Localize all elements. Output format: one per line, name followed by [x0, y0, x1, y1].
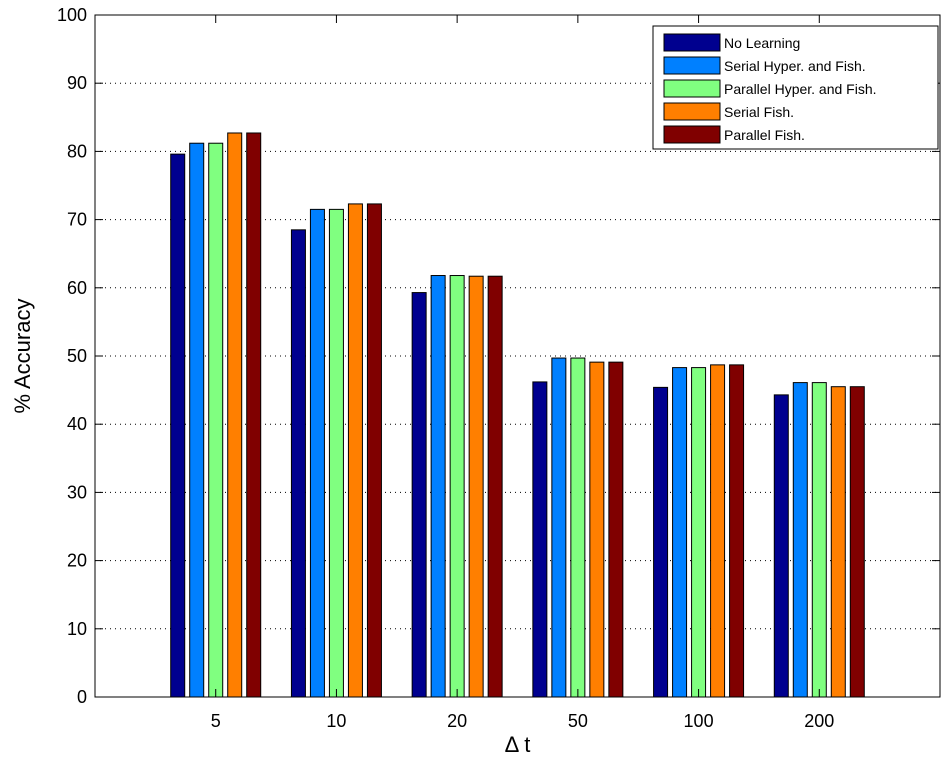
y-tick-label: 40 — [67, 414, 87, 434]
bar-parallel-fish--100 — [729, 364, 745, 698]
legend: No Learning Serial Hyper. and Fish. Parall… — [652, 25, 939, 150]
legend-label: Serial Hyper. and Fish. — [724, 58, 866, 74]
x-tick-label: 50 — [568, 711, 588, 731]
bar-parallel-hyper-and-fish--200 — [811, 382, 827, 698]
bar-parallel-hyper-and-fish--50 — [570, 357, 586, 698]
y-tick-label: 10 — [67, 619, 87, 639]
x-tick-label: 5 — [211, 711, 221, 731]
legend-label: No Learning — [724, 35, 800, 51]
legend-swatch — [663, 56, 721, 75]
legend-label: Parallel Fish. — [724, 127, 805, 143]
bar-parallel-fish--200 — [849, 386, 865, 698]
x-tick-label: 10 — [326, 711, 346, 731]
y-tick-label: 30 — [67, 482, 87, 502]
legend-swatch — [663, 79, 721, 98]
bar-serial-hyper-and-fish--50 — [551, 357, 567, 698]
bar-parallel-fish--20 — [487, 275, 503, 698]
y-axis-ticks: 0 10 20 30 40 50 60 70 80 90 100 — [57, 5, 940, 707]
bar-serial-hyper-and-fish--20 — [430, 275, 446, 698]
bar-serial-hyper-and-fish--10 — [309, 208, 325, 698]
bar-parallel-fish--10 — [366, 203, 382, 698]
bar-parallel-hyper-and-fish--100 — [691, 367, 707, 698]
bar-parallel-hyper-and-fish--10 — [328, 208, 344, 698]
y-tick-label: 70 — [67, 210, 87, 230]
x-tick-label: 100 — [684, 711, 714, 731]
bar-no-learning-200 — [773, 394, 789, 698]
y-tick-label: 80 — [67, 141, 87, 161]
y-tick-label: 50 — [67, 346, 87, 366]
y-tick-label: 100 — [57, 5, 87, 25]
bar-serial-fish--10 — [347, 203, 363, 698]
y-tick-label: 90 — [67, 73, 87, 93]
legend-swatch — [663, 102, 721, 121]
bar-parallel-fish--5 — [246, 132, 262, 698]
bar-serial-fish--50 — [589, 361, 605, 698]
bar-no-learning-50 — [532, 381, 548, 698]
bar-serial-fish--100 — [710, 364, 726, 698]
y-axis-label: % Accuracy — [10, 299, 35, 414]
bar-serial-fish--200 — [830, 386, 846, 698]
legend-label: Serial Fish. — [724, 104, 794, 120]
bar-no-learning-100 — [653, 386, 669, 698]
x-tick-label: 20 — [447, 711, 467, 731]
y-tick-label: 20 — [67, 551, 87, 571]
bar-parallel-hyper-and-fish--5 — [208, 142, 224, 698]
y-tick-label: 0 — [77, 687, 87, 707]
y-tick-label: 60 — [67, 278, 87, 298]
bar-no-learning-10 — [290, 229, 306, 698]
bar-parallel-hyper-and-fish--20 — [449, 275, 465, 698]
bar-serial-hyper-and-fish--5 — [189, 142, 205, 698]
legend-swatch — [663, 125, 721, 144]
bar-serial-hyper-and-fish--100 — [672, 367, 688, 698]
legend-label: Parallel Hyper. and Fish. — [724, 81, 877, 97]
bar-parallel-fish--50 — [608, 361, 624, 698]
bar-serial-fish--5 — [227, 132, 243, 698]
bars — [170, 132, 865, 698]
bar-serial-fish--20 — [468, 275, 484, 698]
x-axis-label: Δ t — [505, 732, 531, 757]
bar-no-learning-20 — [411, 292, 427, 698]
bar-no-learning-5 — [170, 153, 186, 698]
legend-swatch — [663, 33, 721, 52]
x-tick-label: 200 — [804, 711, 834, 731]
x-axis-ticks: 5 10 20 50 100 200 — [211, 15, 834, 731]
bar-serial-hyper-and-fish--200 — [792, 382, 808, 698]
